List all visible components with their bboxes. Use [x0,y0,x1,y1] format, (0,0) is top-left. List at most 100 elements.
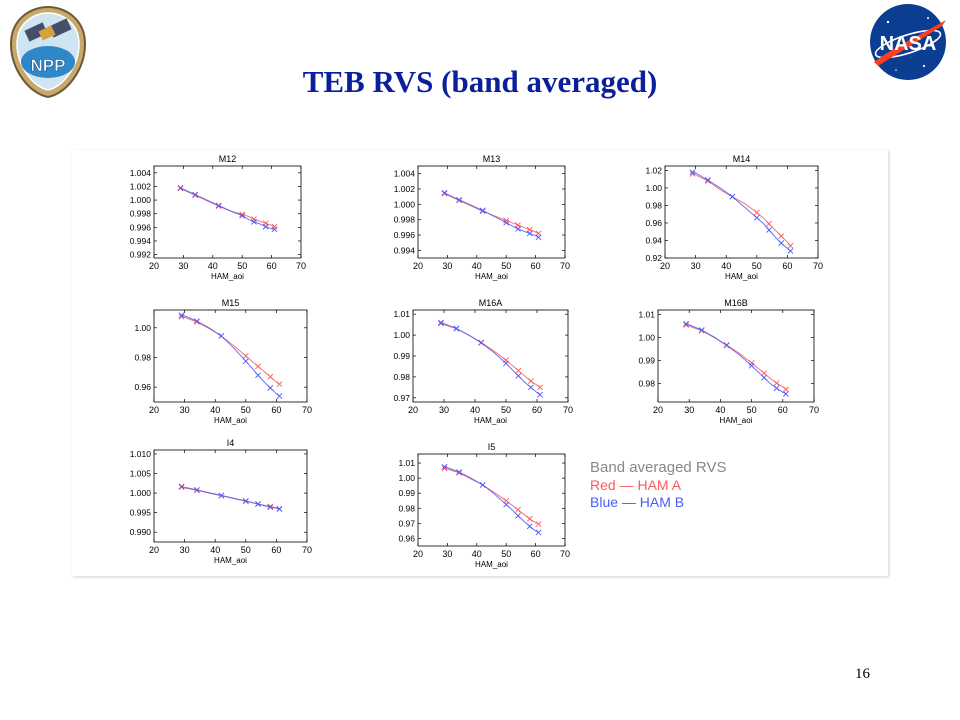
x-tick-label: 30 [684,405,694,415]
y-tick-label: 0.92 [645,253,662,263]
chart-m13: M13 20 30 40 50 60 70 HAM_aoi 0.994 0.996 0.998 1.0… [394,154,570,281]
x-tick-label: 20 [413,549,423,559]
x-tick-label: 40 [715,405,725,415]
data-point-ham-a [239,211,246,218]
data-point-ham-a [537,384,544,391]
y-tick-label: 0.97 [398,518,415,528]
x-tick-label: 40 [472,549,482,559]
x-tick-label: 70 [302,405,312,415]
data-point-ham-b [753,214,760,221]
y-tick-label: 1.005 [130,468,152,478]
x-tick-label: 50 [747,405,757,415]
y-tick-label: 0.992 [130,250,152,260]
data-point-ham-a [267,373,274,380]
y-tick-label: 0.98 [645,200,662,210]
x-tick-label: 40 [472,261,482,271]
data-point-ham-a [178,313,185,320]
npp-logo-text: NPP [31,56,66,75]
data-point-ham-b [478,339,485,346]
page-number: 16 [855,666,870,682]
y-tick-label: 1.00 [398,473,415,483]
data-point-ham-a [787,242,794,249]
chart-title: M16B [724,298,748,308]
data-point-ham-b [723,342,730,349]
x-tick-label: 50 [501,549,511,559]
data-point-ham-b [748,362,755,369]
plot-frame [153,309,308,403]
y-tick-label: 0.98 [393,372,410,382]
x-tick-label: 60 [531,549,541,559]
x-tick-label: 30 [180,545,190,555]
x-tick-label: 40 [210,545,220,555]
data-point-ham-b [262,223,269,230]
y-tick-label: 1.010 [130,449,152,459]
data-point-ham-b [704,177,711,183]
data-point-ham-b [535,234,542,241]
data-point-ham-b [215,202,222,209]
data-point-ham-b [456,196,463,203]
data-point-ham-b [276,506,283,513]
data-point-ham-b [276,393,283,399]
data-point-ham-a [267,503,274,510]
data-point-ham-b [535,529,542,536]
y-tick-label: 1.00 [638,333,655,343]
y-tick-label: 1.000 [130,488,152,498]
x-tick-label: 60 [531,261,541,271]
data-point-ham-b [537,391,544,398]
npp-mission-logo: NPP [9,5,87,99]
x-tick-label: 20 [660,261,670,271]
chart-i5: I5 20 30 40 50 60 70 HAM_aoi 0.96 0.97 0.98 0.99 1.0… [398,442,570,569]
y-tick-label: 0.96 [398,533,415,543]
x-tick-label: 70 [813,261,823,271]
plot-frame [657,309,815,403]
y-tick-label: 0.996 [394,230,416,240]
y-tick-label: 1.01 [393,309,410,319]
data-point-ham-b [729,193,736,200]
data-point-ham-a [437,320,444,327]
y-tick-label: 0.995 [130,508,152,518]
x-tick-label: 40 [210,405,220,415]
x-tick-label: 60 [271,405,281,415]
data-point-ham-b [251,218,257,225]
data-point-ham-b [689,169,696,176]
chart-title: I5 [488,442,496,452]
chart-m14: M14 20 30 40 50 60 70 HAM_aoi 0.92 0.94 0.96 0.98 1.… [645,154,823,281]
chart-title: M13 [483,154,501,164]
x-tick-label: 60 [778,405,788,415]
x-tick-label: 50 [752,261,762,271]
data-point-ham-a [515,367,522,374]
y-tick-label: 1.004 [130,168,152,178]
y-tick-label: 1.00 [645,183,662,193]
chart-m12: M12 20 30 40 50 60 70 HAM_aoi 0.992 0.994 0.996 0.9… [130,154,306,281]
y-tick-label: 0.98 [398,503,415,513]
data-point-ham-b [255,501,261,507]
chart-m16a: M16A 20 30 40 50 60 70 HAM_aoi 0.97 0.98 0.99 1.00 1… [393,298,573,425]
rvs-figure: M12 20 30 40 50 60 70 HAM_aoi 0.992 0.994 0.996 0.9… [130,154,823,569]
data-point-ham-b [242,497,249,504]
nasa-logo-text: NASA [880,33,937,55]
x-axis-label: HAM_aoi [214,556,247,565]
x-tick-label: 60 [267,261,277,271]
x-tick-label: 70 [809,405,819,415]
x-tick-label: 30 [442,261,452,271]
series-line-ham-b [444,466,539,533]
y-tick-label: 1.000 [394,199,416,209]
x-tick-label: 40 [721,261,731,271]
y-tick-label: 0.998 [130,209,152,219]
data-point-ham-b [453,325,460,332]
y-tick-label: 0.98 [134,352,151,362]
x-tick-label: 30 [691,261,701,271]
data-point-ham-a [255,363,261,370]
plot-frame [417,453,566,547]
data-point-ham-b [441,463,448,470]
x-tick-label: 60 [782,261,792,271]
data-point-ham-b [503,501,510,508]
data-point-ham-b [479,481,486,488]
y-tick-label: 1.002 [394,184,416,194]
x-axis-label: HAM_aoi [725,272,758,281]
x-tick-label: 50 [241,405,251,415]
data-point-ham-b [515,225,521,232]
data-point-ham-b [193,487,200,493]
x-axis-label: HAM_aoi [211,272,244,281]
